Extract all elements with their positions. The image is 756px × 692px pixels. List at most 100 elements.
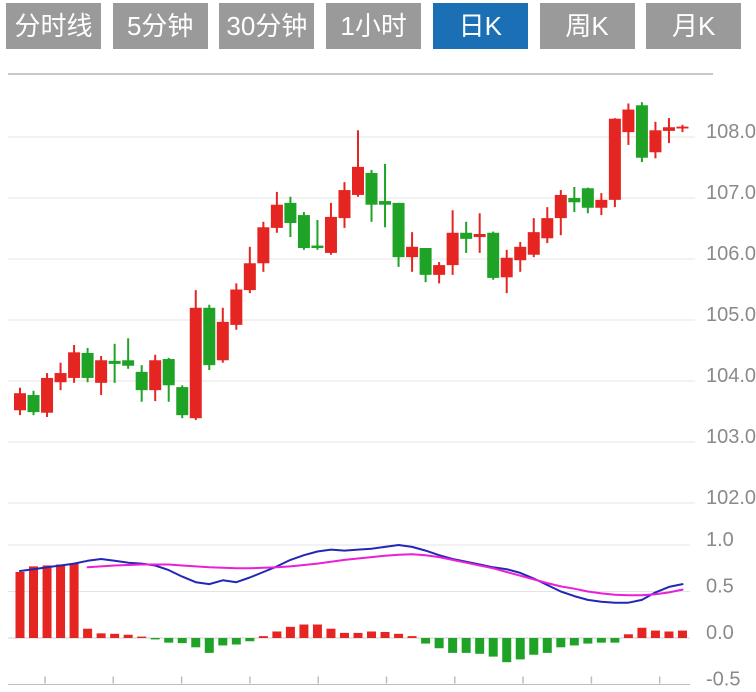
candle: [230, 283, 243, 330]
macd-histogram-bar-negative: [542, 638, 552, 653]
macd-axis-label: -0.5: [706, 669, 740, 688]
macd-histogram-bar-positive: [312, 624, 322, 638]
macd-histogram-bar-positive: [15, 571, 25, 638]
tab-daily-k[interactable]: 日K: [432, 3, 528, 49]
macd-histogram-bar-positive: [96, 633, 106, 638]
macd-histogram-bar-positive: [29, 566, 39, 638]
macd-histogram-bar-positive: [326, 628, 336, 638]
candle-body: [284, 202, 297, 224]
candle: [527, 218, 540, 258]
candle: [203, 304, 216, 371]
macd-histogram-bar-positive: [677, 630, 687, 638]
macd-line-dif: [19, 544, 684, 604]
tab-5min[interactable]: 5分钟: [112, 3, 208, 49]
candle: [541, 207, 554, 244]
candle-body: [487, 232, 500, 278]
macd-histogram-bar-negative: [245, 638, 255, 642]
price-axis-label: 106.0: [706, 243, 756, 265]
macd-histogram-bar-positive: [42, 565, 52, 638]
candle-body: [433, 265, 446, 275]
candle-body: [95, 360, 108, 383]
macd-histogram-bar-negative: [515, 638, 525, 660]
candle: [487, 231, 500, 280]
candle-body: [622, 109, 635, 133]
candle-body: [419, 248, 432, 275]
candle-body: [460, 232, 473, 239]
candle-body: [541, 218, 554, 239]
price-axis-label: 102.0: [706, 487, 756, 509]
candle: [95, 355, 108, 396]
candle-body: [270, 204, 283, 228]
candle-body: [216, 321, 229, 361]
macd-histogram-bar-negative: [583, 638, 593, 644]
candle-body: [135, 371, 148, 391]
macd-axis-label: 0.0: [706, 622, 734, 644]
candle: [473, 213, 486, 253]
candle-body: [608, 118, 621, 200]
candle-body: [352, 166, 364, 195]
macd-histogram-bar-positive: [285, 626, 295, 638]
candle: [41, 373, 54, 417]
candle-body: [568, 198, 581, 203]
candle-body: [527, 232, 540, 255]
macd-histogram-bar-positive: [69, 563, 79, 638]
candle-body: [676, 126, 689, 129]
candle: [216, 307, 229, 363]
candle: [324, 202, 337, 255]
candle: [446, 210, 459, 275]
macd-histogram-bar-negative: [231, 638, 241, 645]
macd-histogram-bar-positive: [272, 631, 282, 638]
price-axis-label: 103.0: [706, 426, 756, 448]
candle-body: [649, 130, 662, 153]
candle-body: [392, 202, 405, 258]
price-axis-label: 108.0: [706, 121, 756, 143]
candle: [379, 163, 392, 228]
candle: [176, 385, 189, 419]
candle: [514, 241, 527, 272]
macd-histogram-bar-negative: [461, 638, 471, 653]
candle-body: [446, 232, 459, 266]
candle-body: [500, 257, 513, 278]
tab-30min[interactable]: 30分钟: [219, 3, 315, 49]
macd-histogram-bar-positive: [110, 633, 120, 638]
price-axis-label: 107.0: [706, 182, 756, 204]
candle-body: [365, 172, 378, 205]
candle-body: [108, 360, 121, 364]
macd-line-dea: [86, 553, 684, 597]
macd-histogram-bar-positive: [637, 627, 647, 638]
tab-weekly-k[interactable]: 周K: [539, 3, 635, 49]
macd-histogram-bar-positive: [353, 632, 363, 638]
candle: [568, 187, 581, 213]
candle: [608, 118, 621, 208]
macd-histogram-bar-negative: [191, 638, 201, 648]
candle-body: [406, 246, 419, 258]
candle: [635, 102, 648, 163]
candle: [270, 191, 283, 233]
macd-histogram-bar-positive: [56, 564, 66, 638]
candle-body: [324, 216, 337, 253]
candle-body: [81, 352, 94, 378]
tab-monthly-k[interactable]: 月K: [646, 3, 742, 49]
candle: [433, 262, 446, 284]
macd-histogram-bar-negative: [475, 638, 485, 654]
macd-axis-label: 1.0: [706, 529, 734, 551]
candle: [406, 232, 419, 272]
candle: [460, 221, 473, 253]
candle-body: [311, 245, 324, 249]
candle: [297, 212, 310, 250]
candle-body: [297, 215, 310, 249]
macd-histogram-bar-positive: [339, 632, 349, 638]
candle-body: [338, 190, 351, 219]
candle: [81, 348, 94, 383]
tab-timeline[interactable]: 分时线: [6, 3, 101, 49]
candle: [392, 202, 405, 267]
period-tabbar: 分时线 5分钟 30分钟 1小时 日K 周K 月K: [0, 0, 756, 55]
macd-histogram-bar-positive: [650, 630, 660, 638]
macd-histogram-bar-positive: [380, 631, 390, 638]
tab-1hour[interactable]: 1小时: [326, 3, 422, 49]
candle-body: [203, 307, 216, 366]
macd-histogram-bar-negative: [150, 638, 160, 640]
candle-body: [27, 395, 40, 413]
candle-body: [257, 227, 270, 264]
